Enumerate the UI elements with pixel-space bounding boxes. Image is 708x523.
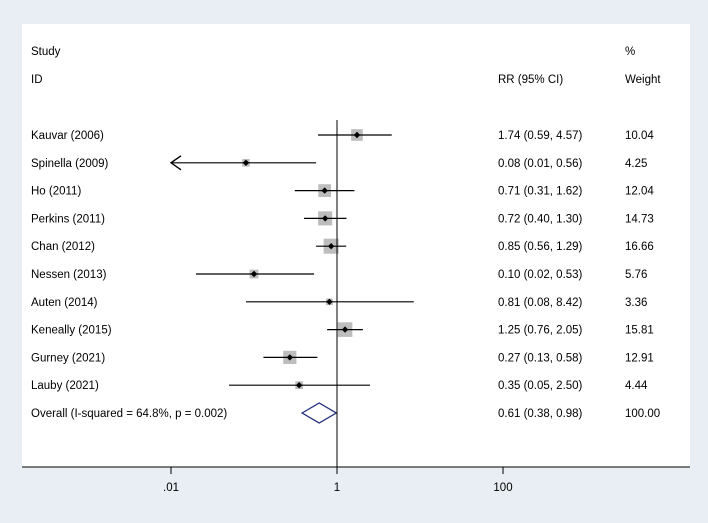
x-tick-label: 1 xyxy=(334,482,340,494)
point-estimate xyxy=(353,131,361,139)
overall-row: Overall (I-squared = 64.8%, p = 0.002) 0… xyxy=(31,402,660,424)
study-row: Auten (2014) 0.81 (0.08, 8.42) 3.36 xyxy=(31,297,647,309)
study-ci: 0.81 (0.08, 8.42) xyxy=(498,297,583,309)
header-effect: RR (95% CI) xyxy=(498,74,563,86)
study-weight: 16.66 xyxy=(625,241,654,253)
study-weight: 14.73 xyxy=(625,213,654,225)
study-label: Ho (2011) xyxy=(31,186,81,198)
study-label: Keneally (2015) xyxy=(31,325,112,337)
study-weight: 4.44 xyxy=(625,380,648,392)
overall-label: Overall (I-squared = 64.8%, p = 0.002) xyxy=(31,408,227,420)
study-weight: 12.04 xyxy=(625,186,654,198)
study-row: Lauby (2021) 0.35 (0.05, 2.50) 4.44 xyxy=(31,380,648,392)
overall-ci: 0.61 (0.38, 0.98) xyxy=(498,408,583,420)
study-label: Perkins (2011) xyxy=(31,213,105,225)
point-estimate xyxy=(326,298,333,305)
point-estimate xyxy=(321,187,328,194)
study-ci: 0.10 (0.02, 0.53) xyxy=(498,269,583,281)
study-weight: 15.81 xyxy=(625,325,654,337)
study-row: Spinella (2009) 0.08 (0.01, 0.56) 4.25 xyxy=(31,155,647,171)
study-row: Ho (2011) 0.71 (0.31, 1.62) 12.04 xyxy=(31,184,654,198)
study-label: Spinella (2009) xyxy=(31,158,109,170)
ci-arrow-left xyxy=(169,155,182,171)
study-ci: 0.08 (0.01, 0.56) xyxy=(498,158,583,170)
study-ci: 0.71 (0.31, 1.62) xyxy=(498,186,583,198)
study-row: Keneally (2015) 1.25 (0.76, 2.05) 15.81 xyxy=(31,322,654,337)
point-estimate xyxy=(286,354,294,361)
study-weight: 3.36 xyxy=(625,297,647,309)
study-label: Lauby (2021) xyxy=(31,380,99,392)
header-id: ID xyxy=(31,74,43,86)
study-weight: 5.76 xyxy=(625,269,647,281)
study-row: Perkins (2011) 0.72 (0.40, 1.30) 14.73 xyxy=(31,211,654,226)
study-ci: 1.25 (0.76, 2.05) xyxy=(498,325,583,337)
study-row: Nessen (2013) 0.10 (0.02, 0.53) 5.76 xyxy=(31,269,647,281)
study-rows: Kauvar (2006) 1.74 (0.59, 4.57) 10.04 Spine… xyxy=(31,129,654,392)
study-ci: 0.85 (0.56, 1.29) xyxy=(498,241,583,253)
point-estimate xyxy=(327,243,335,250)
study-label: Auten (2014) xyxy=(31,297,98,309)
point-estimate xyxy=(341,326,349,333)
x-axis-ticks: .01 1 100 xyxy=(163,467,513,494)
study-ci: 0.72 (0.40, 1.30) xyxy=(498,213,583,225)
point-estimate xyxy=(321,215,329,222)
study-ci: 0.27 (0.13, 0.58) xyxy=(498,352,583,364)
study-weight: 12.91 xyxy=(625,352,654,364)
study-row: Chan (2012) 0.85 (0.56, 1.29) 16.66 xyxy=(31,238,654,254)
header-study: Study xyxy=(31,46,61,58)
study-weight: 10.04 xyxy=(625,130,654,142)
study-label: Chan (2012) xyxy=(31,241,95,253)
study-row: Gurney (2021) 0.27 (0.13, 0.58) 12.91 xyxy=(31,350,654,364)
study-weight: 4.25 xyxy=(625,158,647,170)
point-estimate xyxy=(250,270,258,278)
study-label: Nessen (2013) xyxy=(31,269,107,281)
study-label: Gurney (2021) xyxy=(31,352,105,364)
point-estimate xyxy=(242,159,250,166)
overall-weight: 100.00 xyxy=(625,408,660,420)
overall-diamond xyxy=(300,402,338,424)
header-weight: Weight xyxy=(625,74,661,86)
study-label: Kauvar (2006) xyxy=(31,130,104,142)
header-percent: % xyxy=(625,46,635,58)
point-estimate xyxy=(295,382,303,389)
study-ci: 1.74 (0.59, 4.57) xyxy=(498,130,583,142)
x-tick-label: .01 xyxy=(163,482,179,494)
plot-panel xyxy=(22,24,690,467)
study-ci: 0.35 (0.05, 2.50) xyxy=(498,380,583,392)
study-row: Kauvar (2006) 1.74 (0.59, 4.57) 10.04 xyxy=(31,129,654,142)
x-tick-label: 100 xyxy=(493,482,512,494)
